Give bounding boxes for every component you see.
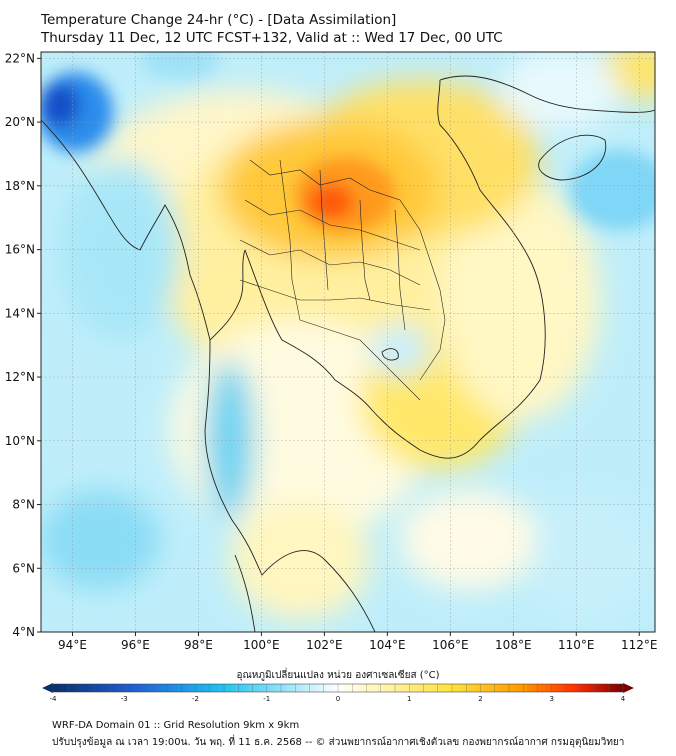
colorbar-tick-label: -4 [50, 695, 58, 703]
map-subtitle: Thursday 11 Dec, 12 UTC FCST+132, Valid … [41, 30, 503, 46]
lat-tick-label: 16°N [5, 243, 35, 257]
gridlines [41, 52, 655, 632]
colorbar-tick-label: 4 [621, 695, 626, 703]
lat-tick-label: 22°N [5, 51, 35, 65]
lat-tick-label: 18°N [5, 179, 35, 193]
colorbar: -4 -3 -2 -1 0 1 2 3 4 [42, 683, 634, 703]
province-boundaries [239, 159, 446, 401]
lat-tick-label: 20°N [5, 115, 35, 129]
colorbar-tick-label: 3 [550, 695, 554, 703]
colorbar-tick-label: -3 [121, 695, 128, 703]
coastline [41, 75, 655, 632]
temperature-field [41, 52, 655, 632]
map-title: Temperature Change 24-hr (°C) - [Data As… [41, 12, 397, 28]
lat-tick-label: 12°N [5, 370, 35, 384]
plot-frame [40, 51, 656, 633]
lon-tick-label: 112°E [621, 638, 658, 652]
lat-tick-label: 8°N [12, 498, 35, 512]
lon-tick-label: 106°E [432, 638, 469, 652]
lat-tick-label: 6°N [12, 561, 35, 575]
lon-tick-label: 104°E [369, 638, 406, 652]
footer-credit: ปรับปรุงข้อมูล ณ เวลา 19:00น. วัน พฤ. ที… [52, 737, 625, 748]
colorbar-tick-label: 2 [478, 695, 482, 703]
lon-tick-label: 110°E [558, 638, 595, 652]
lon-tick-label: 108°E [495, 638, 532, 652]
colorbar-tick-label: -2 [192, 695, 199, 703]
lon-tick-label: 94°E [58, 638, 87, 652]
colorbar-tick-label: -1 [263, 695, 270, 703]
colorbar-title: อุณหภูมิเปลี่ยนแปลง หน่วย องศาเซลเซียส (… [236, 670, 440, 681]
lat-tick-label: 14°N [5, 306, 35, 320]
colorbar-tick-label: 0 [336, 695, 340, 703]
colorbar-tick-label: 1 [407, 695, 411, 703]
lon-tick-label: 100°E [243, 638, 280, 652]
colorbar-min-arrow [42, 683, 53, 693]
lon-tick-label: 98°E [184, 638, 213, 652]
lat-tick-label: 4°N [12, 625, 35, 639]
colorbar-max-arrow [623, 683, 634, 693]
footer-model-info: WRF-DA Domain 01 :: Grid Resolution 9km … [52, 720, 300, 731]
lon-tick-label: 102°E [306, 638, 343, 652]
lon-tick-label: 96°E [121, 638, 150, 652]
lat-tick-label: 10°N [5, 434, 35, 448]
